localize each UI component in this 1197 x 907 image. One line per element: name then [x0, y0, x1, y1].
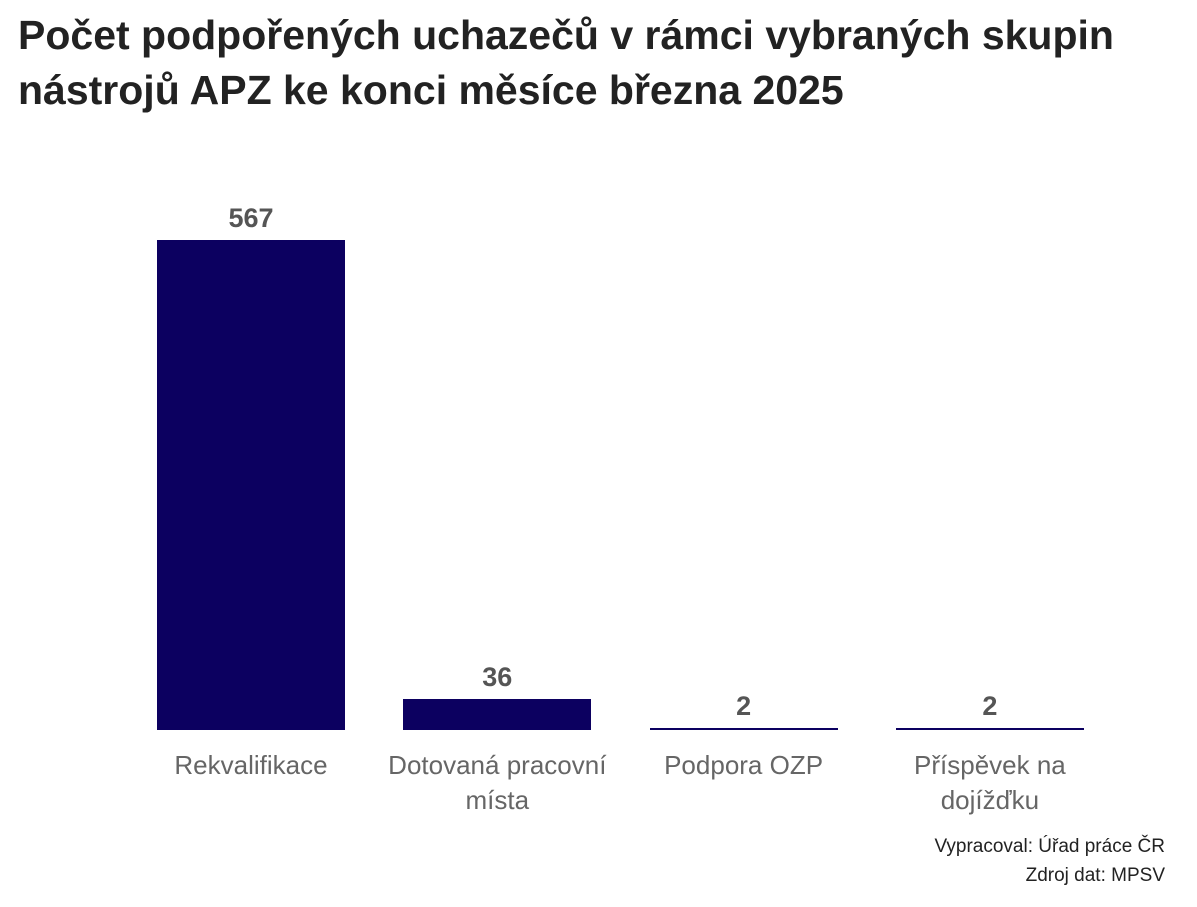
value-label: 36 [482, 661, 513, 692]
credit: Zdroj dat: MPSV [1025, 865, 1165, 886]
x-tick-label: Příspěvek na dojížďku [914, 750, 1066, 815]
bar [403, 698, 592, 730]
chart-title: Počet podpořených uchazečů v rámci vybra… [18, 12, 1114, 113]
x-tick-label: Podpora OZP [664, 750, 824, 780]
bar [895, 728, 1084, 730]
credit: Vypracoval: Úřad práce ČR [934, 836, 1165, 857]
bar [649, 728, 838, 730]
value-label: 2 [982, 691, 998, 722]
x-tick-label: Dotovaná pracovní místa [388, 750, 607, 815]
value-label: 567 [228, 203, 274, 233]
x-tick-label: Rekvalifikace [174, 750, 328, 780]
value-label: 2 [736, 691, 752, 722]
bar [157, 240, 345, 730]
